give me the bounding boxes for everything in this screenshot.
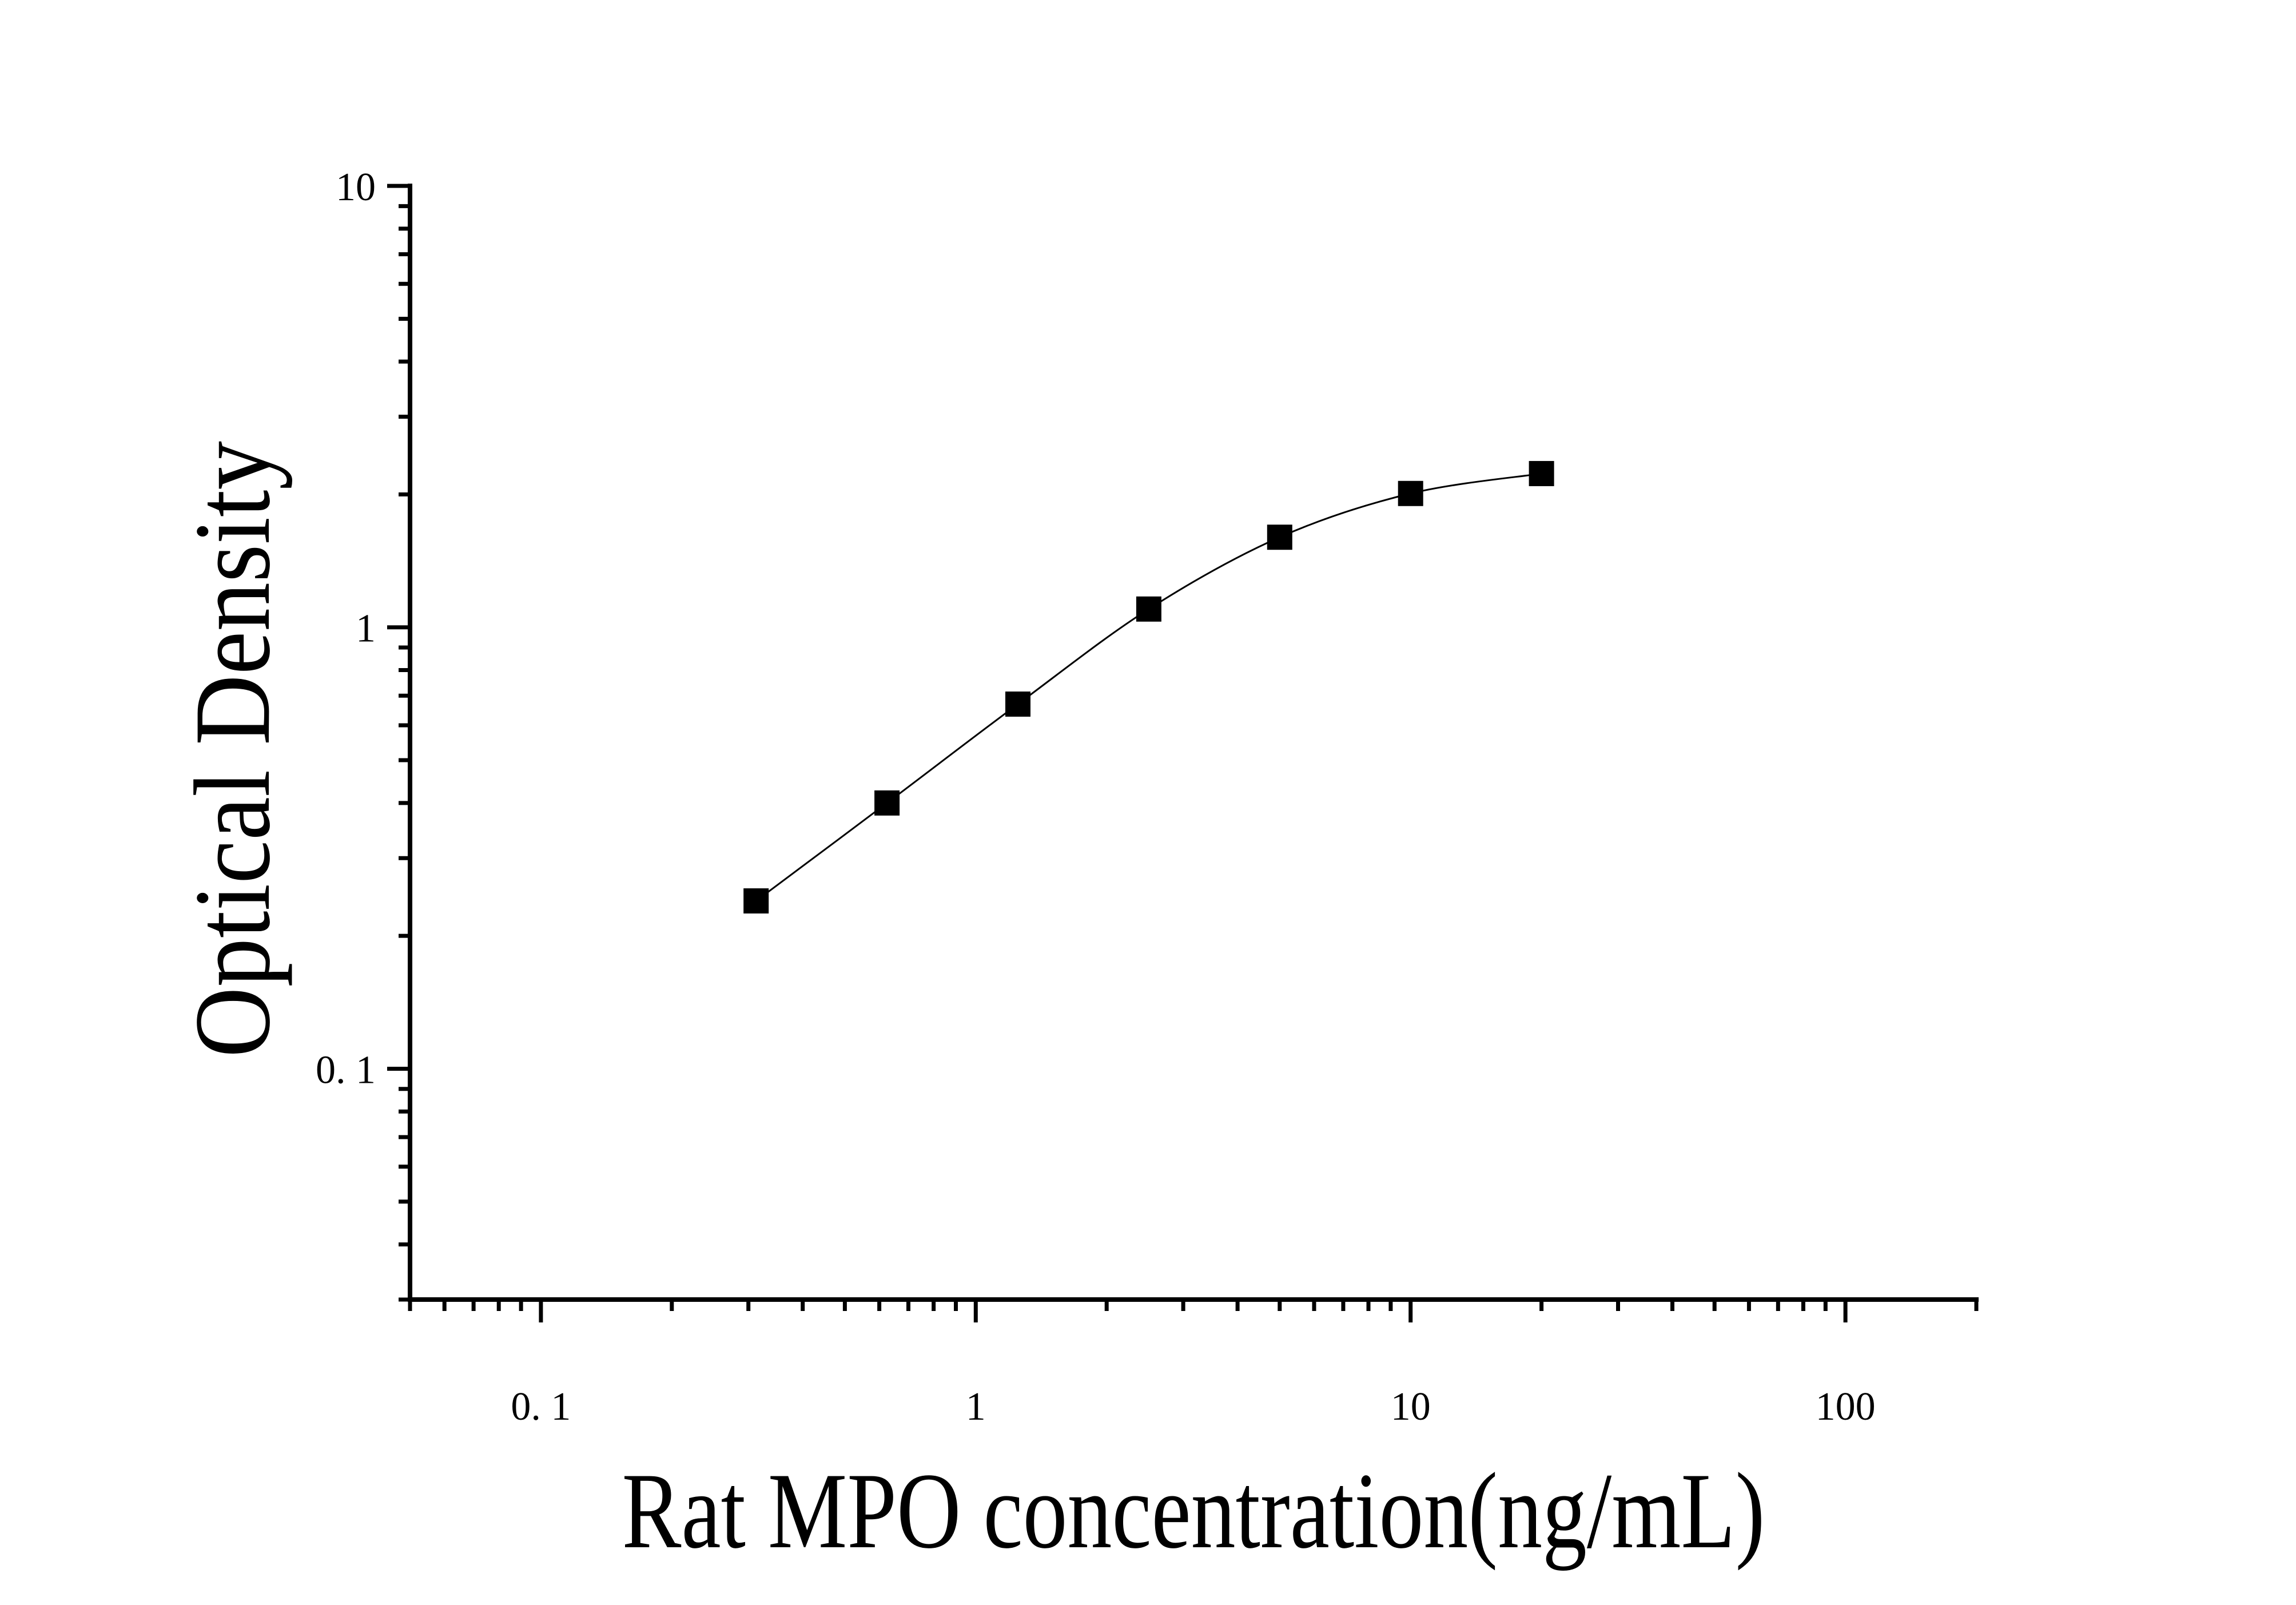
y-tick-label: 0. 1 (316, 1048, 376, 1092)
x-tick-label: 100 (1816, 1385, 1876, 1429)
x-axis-ticks: 0. 1 1 10 100 (408, 1300, 1979, 1429)
data-point-marker (1267, 525, 1292, 550)
axes (408, 184, 1979, 1302)
data-point-marker (1005, 691, 1030, 717)
fit-curve-layer (755, 472, 1542, 902)
x-tick-label: 10 (1391, 1385, 1431, 1429)
y-axis-title: Optical Density (173, 441, 293, 1058)
data-point-marker (743, 888, 769, 914)
y-tick-label: 1 (356, 607, 376, 651)
x-axis-title: Rat MPO concentration(ng/mL) (622, 1450, 1765, 1571)
data-point-marker (1136, 596, 1161, 622)
x-tick-label: 0. 1 (511, 1385, 571, 1429)
y-tick-label: 10 (336, 165, 376, 209)
x-tick-label: 1 (966, 1385, 986, 1429)
data-point-marker (1398, 480, 1423, 506)
data-point-marker (1529, 460, 1554, 486)
y-axis-ticks: 0. 1 1 10 (316, 165, 410, 1302)
fit-curve-line (755, 472, 1542, 902)
data-points (743, 460, 1554, 914)
data-point-marker (874, 790, 900, 816)
